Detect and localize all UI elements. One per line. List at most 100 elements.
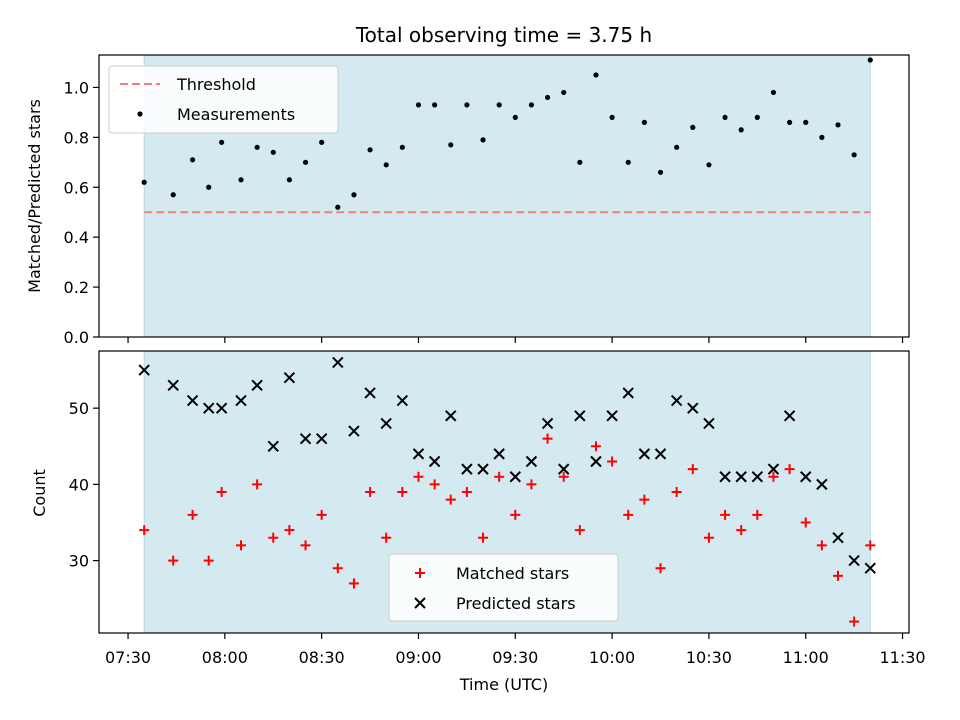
- matched-stars-point: [510, 509, 521, 520]
- x-tick-label: 09:00: [395, 648, 441, 667]
- measurement-point: [657, 169, 664, 175]
- matched-stars-point: [252, 479, 263, 490]
- predicted-stars-point: [493, 448, 505, 460]
- matched-stars-point: [348, 578, 359, 589]
- predicted-stars-point: [719, 471, 731, 483]
- predicted-stars-point: [638, 448, 651, 460]
- predicted-stars-point: [215, 402, 228, 414]
- y-tick-label: 0.6: [64, 178, 89, 197]
- predicted-stars-point: [138, 364, 150, 376]
- x-tick-label: 07:30: [105, 648, 151, 667]
- measurement-point: [464, 102, 470, 108]
- measurements-legend-label: Measurements: [177, 105, 295, 124]
- matched-legend-swatch: [415, 568, 425, 578]
- x-tick-label: 10:00: [589, 648, 635, 667]
- ratio-x-ticks: [127, 337, 904, 343]
- predicted-stars-point: [800, 471, 812, 483]
- predicted-stars-point: [509, 471, 522, 483]
- measurement-point: [270, 149, 276, 155]
- measurement-point: [238, 177, 244, 183]
- y-tick-label: 40: [69, 475, 89, 494]
- matched-stars-point: [235, 540, 246, 551]
- count-panel: 30 40 50 07:30 08:00 08:30 09:00 09:30 10:00 10:…: [30, 350, 926, 694]
- y-tick-label: 0.2: [64, 278, 89, 297]
- matched-stars-point: [216, 487, 227, 497]
- matched-stars-point: [316, 509, 327, 520]
- predicted-stars-point: [445, 410, 457, 422]
- predicted-stars-point: [541, 417, 554, 430]
- predicted-stars-point: [332, 356, 344, 369]
- measurement-point: [319, 139, 325, 145]
- measurement-point: [399, 144, 405, 150]
- predicted-stars-point: [251, 379, 263, 392]
- predicted-stars-point: [477, 463, 489, 475]
- predicted-stars-point: [767, 463, 780, 475]
- measurement-point: [383, 162, 389, 168]
- predicted-stars-point: [848, 554, 860, 567]
- matched-stars-point: [784, 464, 795, 475]
- matched-stars-point: [332, 563, 343, 574]
- measurement-point: [561, 89, 567, 96]
- matched-stars-point: [203, 555, 214, 566]
- matched-stars-point: [687, 464, 698, 475]
- measurement-point: [786, 119, 793, 125]
- count-y-label: Count: [30, 469, 49, 517]
- predicted-legend-label: Predicted stars: [456, 594, 576, 613]
- predicted-stars-point: [203, 402, 215, 414]
- measurement-point: [706, 162, 712, 168]
- matched-stars-point: [445, 494, 456, 505]
- predicted-stars-point: [412, 448, 425, 460]
- measurement-point: [480, 137, 486, 143]
- measurement-point: [593, 72, 599, 78]
- measurement-point: [770, 89, 777, 96]
- matched-stars-point: [720, 509, 731, 520]
- predicted-stars-point: [364, 387, 376, 399]
- measurement-point: [512, 114, 518, 120]
- matched-stars-point: [655, 563, 666, 574]
- measurement-point: [141, 179, 147, 185]
- predicted-stars-point: [735, 471, 747, 483]
- measurement-point: [577, 159, 583, 165]
- measurement-point: [254, 144, 260, 150]
- predicted-stars-point: [670, 394, 683, 407]
- matched-stars-point: [478, 532, 489, 543]
- predicted-stars-point: [380, 417, 392, 430]
- measurement-point: [448, 142, 454, 148]
- matched-stars-point: [671, 487, 682, 497]
- matched-stars-point: [833, 570, 844, 581]
- predicted-stars-point: [461, 463, 473, 475]
- matched-legend-label: Matched stars: [456, 564, 569, 583]
- y-tick-label: 30: [69, 552, 89, 571]
- predicted-stars-point: [267, 440, 279, 452]
- count-axes-frame: [98, 350, 910, 634]
- predicted-stars-point: [186, 394, 199, 407]
- measurement-point: [415, 102, 422, 108]
- matched-stars-point: [607, 456, 618, 467]
- matched-stars-point: [139, 525, 150, 536]
- matched-stars-point: [865, 540, 876, 551]
- ratio-legend-box: [108, 65, 339, 134]
- measurement-point: [851, 152, 857, 158]
- matched-stars-point: [397, 487, 408, 497]
- measurement-point: [819, 134, 825, 140]
- threshold-legend-label: Threshold: [176, 75, 256, 94]
- ratio-y-ticks: 0.0 0.2 0.4 0.6 0.8 1.0: [64, 78, 99, 347]
- predicted-legend-swatch: [414, 597, 426, 609]
- ratio-panel: 0.0 0.2 0.4 0.6 0.8 1.0 Matched/Predicted sta…: [25, 54, 910, 347]
- x-axis-label: Time (UTC): [459, 675, 548, 694]
- predicted-stars-point: [315, 432, 328, 445]
- y-tick-label: 0.8: [64, 128, 89, 147]
- measurement-point: [528, 102, 535, 108]
- measurement-point: [738, 127, 744, 133]
- predicted-stars-point: [590, 455, 602, 468]
- predicted-stars-point: [525, 455, 538, 468]
- predicted-stars-point: [751, 471, 764, 483]
- matched-stars-point: [639, 494, 650, 505]
- measurement-point: [170, 192, 176, 198]
- matched-stars-point: [168, 555, 179, 566]
- count-marks: [138, 356, 876, 627]
- x-tick-label: 08:30: [299, 648, 345, 667]
- matched-stars-point: [365, 487, 376, 497]
- measurement-point: [803, 119, 809, 125]
